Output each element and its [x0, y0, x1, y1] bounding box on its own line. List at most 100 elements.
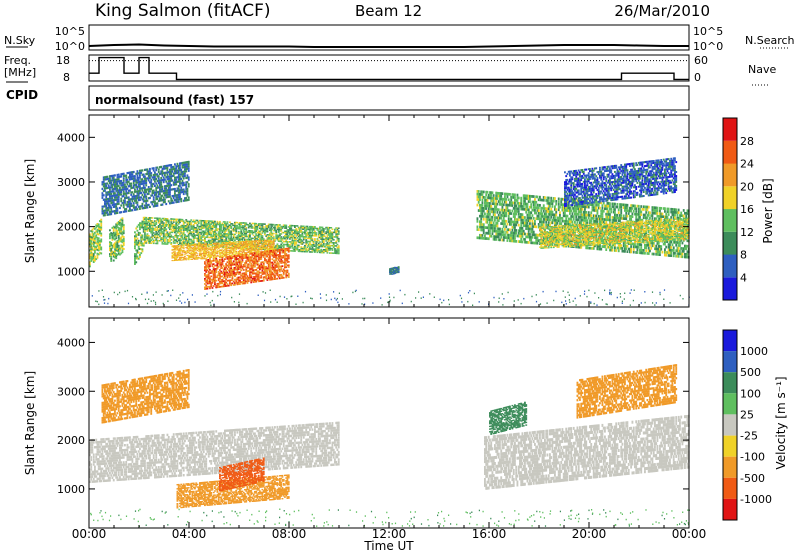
power-cell	[258, 274, 260, 276]
power-cell	[218, 285, 220, 287]
power-cell	[170, 235, 172, 237]
power-cell	[328, 240, 330, 242]
power-cell	[144, 193, 146, 195]
power-cell	[154, 171, 156, 173]
power-cell	[273, 233, 275, 235]
power-cell	[287, 243, 289, 245]
power-cell	[183, 223, 185, 225]
power-cell	[217, 259, 219, 261]
power-cell	[104, 214, 106, 216]
power-cell	[218, 239, 220, 241]
power-cell	[168, 223, 170, 225]
power-cell	[212, 287, 214, 289]
power-cell	[164, 227, 166, 229]
power-cell	[173, 166, 175, 168]
power-cell	[162, 221, 164, 223]
power-cell	[280, 267, 282, 269]
power-cell	[174, 188, 176, 190]
power-cell	[217, 265, 219, 267]
power-cell	[240, 242, 242, 243]
power-cell	[197, 253, 199, 254]
power-cell	[144, 239, 146, 241]
power-cell	[282, 239, 284, 241]
power-cell	[242, 256, 244, 258]
power-cell	[98, 237, 100, 239]
power-cell	[332, 233, 334, 235]
power-cell	[165, 187, 167, 189]
power-cell	[314, 238, 316, 240]
power-cell	[262, 235, 264, 237]
power-cell	[157, 243, 159, 245]
power-cell	[154, 235, 156, 237]
power-cell	[307, 247, 309, 249]
power-cell	[192, 259, 194, 260]
power-cell	[122, 251, 124, 253]
power-cell	[158, 175, 160, 177]
power-cell	[203, 228, 205, 230]
power-cell	[270, 270, 272, 272]
power-cell	[242, 259, 244, 261]
power-cell	[135, 206, 137, 208]
power-cell	[227, 277, 229, 279]
power-cell	[147, 168, 149, 170]
power-cell	[294, 240, 296, 242]
power-cell	[214, 249, 216, 250]
freq-trace	[89, 58, 689, 80]
power-cell	[233, 271, 235, 273]
power-cell	[172, 200, 174, 202]
power-cell	[204, 238, 206, 240]
power-cell	[282, 227, 284, 229]
power-cell	[324, 228, 326, 230]
power-cell	[235, 249, 237, 250]
power-cell	[129, 189, 131, 191]
power-cell	[264, 234, 266, 236]
power-cell	[108, 202, 110, 204]
power-cell	[244, 283, 246, 285]
power-cell	[167, 243, 169, 245]
power-cell	[148, 204, 150, 206]
power-cell	[163, 197, 165, 199]
power-cell	[208, 276, 210, 278]
power-cell	[278, 259, 280, 261]
power-cell	[172, 179, 174, 181]
power-cell	[217, 249, 219, 250]
power-cell	[119, 187, 121, 189]
power-cell	[214, 275, 216, 277]
power-cell	[259, 269, 261, 271]
power-cell	[178, 246, 180, 247]
power-cell	[144, 230, 146, 232]
power-cell	[237, 222, 239, 224]
power-cell	[187, 174, 189, 176]
power-cell	[100, 248, 102, 250]
power-cell	[322, 233, 324, 235]
power-cell	[265, 235, 267, 237]
power-cell	[247, 275, 249, 277]
nave-label: Nave	[748, 63, 776, 76]
power-cell	[143, 245, 145, 247]
power-cell	[123, 228, 125, 230]
power-cell	[274, 251, 276, 253]
power-cell	[100, 221, 102, 223]
power-cell	[244, 225, 246, 227]
power-cell	[179, 252, 181, 253]
power-cell	[154, 228, 156, 230]
power-cell	[140, 240, 142, 242]
power-cell	[108, 184, 110, 186]
power-cell	[217, 252, 219, 253]
power-cell	[288, 264, 290, 266]
power-cell	[268, 225, 270, 227]
power-cell	[248, 227, 250, 229]
power-cell	[274, 227, 276, 229]
power-cell	[255, 269, 257, 271]
power-cell	[152, 226, 154, 228]
power-cell	[204, 261, 206, 263]
power-cell	[214, 222, 216, 224]
power-cell	[158, 227, 160, 229]
power-cell	[119, 207, 121, 209]
power-cell	[245, 222, 247, 224]
power-cell	[148, 222, 150, 224]
power-cell	[235, 229, 237, 231]
nsky-trace	[89, 45, 689, 48]
power-cell	[182, 180, 184, 182]
power-cell	[252, 233, 254, 235]
